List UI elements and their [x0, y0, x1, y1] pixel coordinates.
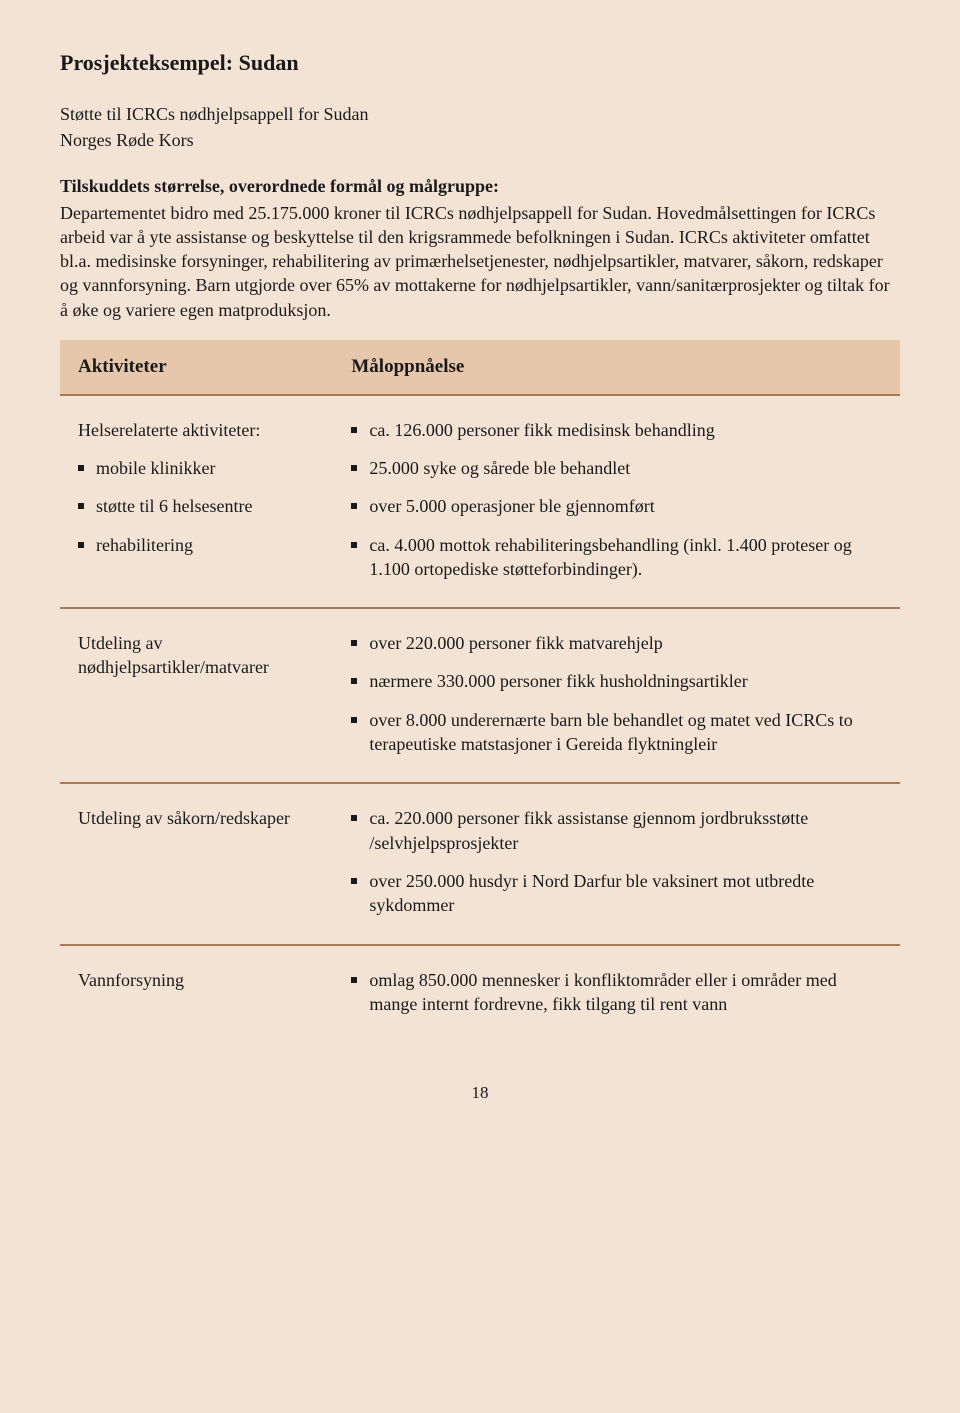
table-row: Utdeling av såkorn/redskaper ca. 220.000…: [60, 784, 900, 945]
section-title: Helserelaterte aktiviteter:: [78, 418, 331, 442]
table-cell-right: over 220.000 personer fikk matvarehjelp …: [351, 631, 882, 756]
table-cell-right: ca. 220.000 personer fikk assistanse gje…: [351, 806, 882, 917]
list-item: nærmere 330.000 personer fikk husholdnin…: [351, 669, 882, 693]
intro-line-1: Støtte til ICRCs nødhjelpsappell for Sud…: [60, 102, 900, 126]
list-item: rehabilitering: [78, 533, 331, 557]
right-bullet-list: ca. 126.000 personer fikk medisinsk beha…: [351, 418, 882, 581]
list-item: omlag 850.000 mennesker i konfliktområde…: [351, 968, 882, 1017]
list-item: over 8.000 underernærte barn ble behandl…: [351, 708, 882, 757]
table-row: Vannforsyning omlag 850.000 mennesker i …: [60, 946, 900, 1043]
table-header-left: Aktiviteter: [78, 354, 351, 380]
left-bullet-list: mobile klinikker støtte til 6 helsesentr…: [78, 456, 331, 557]
activities-table: Aktiviteter Måloppnåelse Helserelaterte …: [60, 340, 900, 1042]
list-item: ca. 126.000 personer fikk medisinsk beha…: [351, 418, 882, 442]
list-item: over 250.000 husdyr i Nord Darfur ble va…: [351, 869, 882, 918]
section-title: Vannforsyning: [78, 968, 331, 992]
right-bullet-list: ca. 220.000 personer fikk assistanse gje…: [351, 806, 882, 917]
table-header-row: Aktiviteter Måloppnåelse: [60, 340, 900, 396]
intro-line-2: Norges Røde Kors: [60, 128, 900, 152]
list-item: 25.000 syke og sårede ble behandlet: [351, 456, 882, 480]
section-title: Utdeling av nødhjelpsartikler/matvarer: [78, 631, 331, 680]
body-paragraph: Departementet bidro med 25.175.000 krone…: [60, 201, 900, 322]
table-cell-right: ca. 126.000 personer fikk medisinsk beha…: [351, 418, 882, 581]
table-cell-left: Helserelaterte aktiviteter: mobile klini…: [78, 418, 351, 581]
right-bullet-list: omlag 850.000 mennesker i konfliktområde…: [351, 968, 882, 1017]
page-number: 18: [60, 1082, 900, 1105]
table-cell-right: omlag 850.000 mennesker i konfliktområde…: [351, 968, 882, 1017]
right-bullet-list: over 220.000 personer fikk matvarehjelp …: [351, 631, 882, 756]
list-item: over 5.000 operasjoner ble gjennomført: [351, 494, 882, 518]
table-row: Utdeling av nødhjelpsartikler/matvarer o…: [60, 609, 900, 784]
table-cell-left: Vannforsyning: [78, 968, 351, 1017]
list-item: ca. 4.000 mottok rehabiliteringsbehandli…: [351, 533, 882, 582]
table-row: Helserelaterte aktiviteter: mobile klini…: [60, 396, 900, 609]
sub-heading: Tilskuddets størrelse, overordnede formå…: [60, 174, 900, 198]
list-item: over 220.000 personer fikk matvarehjelp: [351, 631, 882, 655]
table-header-right: Måloppnåelse: [351, 354, 882, 380]
section-title: Utdeling av såkorn/redskaper: [78, 806, 331, 830]
document-page: Prosjekteksempel: Sudan Støtte til ICRCs…: [0, 0, 960, 1145]
page-title: Prosjekteksempel: Sudan: [60, 48, 900, 78]
table-cell-left: Utdeling av nødhjelpsartikler/matvarer: [78, 631, 351, 756]
list-item: mobile klinikker: [78, 456, 331, 480]
list-item: støtte til 6 helsesentre: [78, 494, 331, 518]
table-cell-left: Utdeling av såkorn/redskaper: [78, 806, 351, 917]
intro-block: Støtte til ICRCs nødhjelpsappell for Sud…: [60, 102, 900, 153]
list-item: ca. 220.000 personer fikk assistanse gje…: [351, 806, 882, 855]
